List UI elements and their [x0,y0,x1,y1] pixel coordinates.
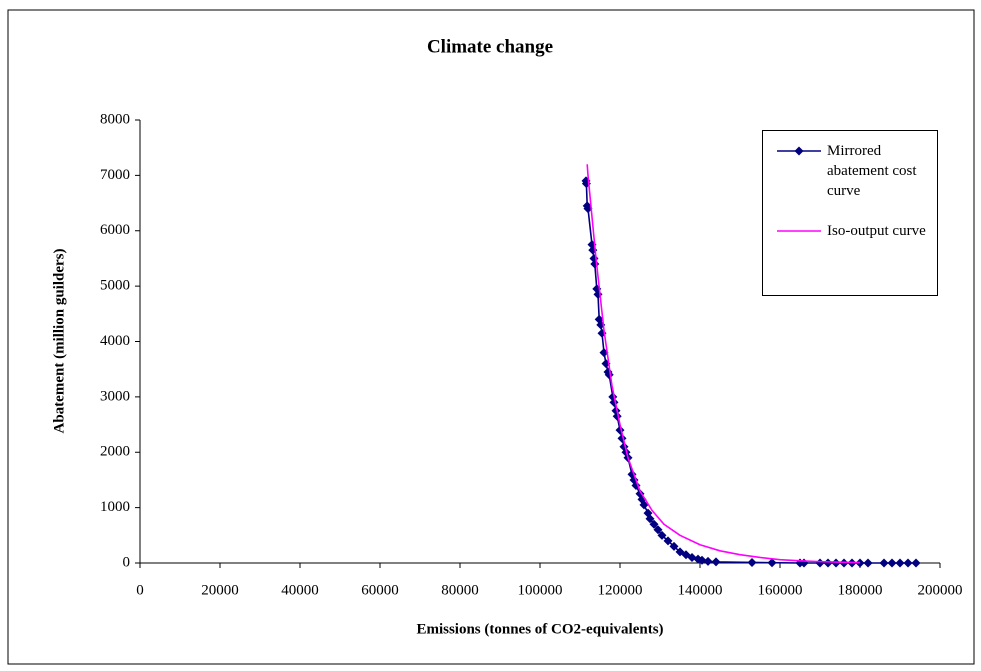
chart-title: Climate change [427,36,553,57]
y-tick-label: 7000 [100,167,130,183]
y-tick-label: 0 [123,554,131,570]
x-tick-label: 200000 [918,582,963,598]
y-tick-label: 6000 [100,222,130,238]
y-tick-label: 4000 [100,333,130,349]
data-point [649,519,659,529]
data-point [767,558,777,568]
data-point [669,541,679,551]
y-tick-label: 3000 [100,388,130,404]
data-point [831,558,841,568]
legend-swatch [777,146,821,156]
legend-entry: Iso-output curve [775,221,927,241]
data-point [895,558,905,568]
legend-marker [794,146,804,156]
x-axis-label: Emissions (tonnes of CO2-equivalents) [416,621,663,637]
data-point [711,557,721,567]
data-point [823,558,833,568]
y-tick-label: 2000 [100,444,130,460]
data-point [879,558,889,568]
data-point [863,558,873,568]
data-point [903,558,913,568]
x-tick-label: 20000 [201,582,239,598]
legend-label: Iso-output curve [827,223,926,239]
data-point [703,556,713,566]
x-tick-label: 100000 [518,582,563,598]
data-point [887,558,897,568]
legend-swatch [777,230,821,232]
data-point [747,557,757,567]
data-point [911,558,921,568]
y-tick-label: 5000 [100,278,130,294]
data-point [657,530,667,540]
x-tick-label: 160000 [758,582,803,598]
x-tick-label: 40000 [281,582,319,598]
data-point [697,555,707,565]
series-line [586,164,861,564]
x-tick-label: 120000 [598,582,643,598]
data-point [653,525,663,535]
y-axis-label: Abatement (million guilders) [51,249,67,434]
x-tick-label: 80000 [441,582,479,598]
data-point [855,558,865,568]
legend-entry: Mirrored abatement cost curve [775,141,927,201]
x-tick-label: 0 [136,582,144,598]
y-tick-label: 8000 [100,111,130,127]
y-tick-label: 1000 [100,499,130,515]
data-point [663,536,673,546]
x-tick-label: 180000 [838,582,883,598]
legend-label: Mirrored abatement cost curve [827,143,917,199]
x-tick-label: 60000 [361,582,399,598]
data-point [645,514,655,524]
x-tick-label: 140000 [678,582,723,598]
legend: Mirrored abatement cost curve Iso-output … [762,130,938,296]
chart-frame [7,9,975,665]
